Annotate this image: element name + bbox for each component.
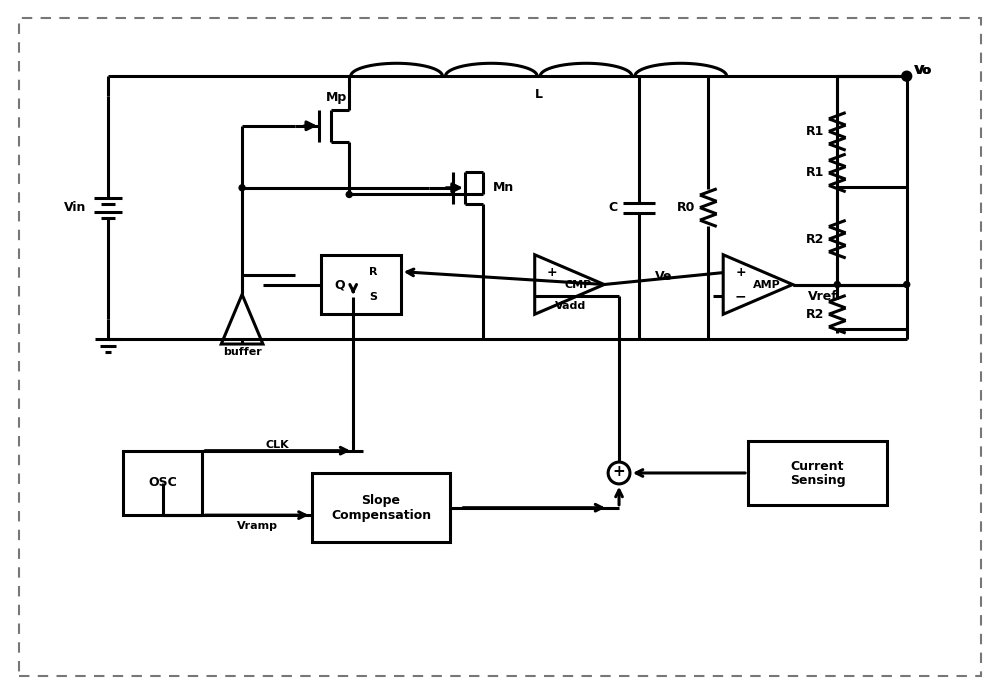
Text: −: −: [546, 289, 558, 303]
Text: +: +: [613, 464, 625, 480]
Text: R1: R1: [806, 167, 824, 180]
Text: Current: Current: [791, 459, 844, 473]
Text: R1: R1: [806, 125, 824, 138]
Bar: [123, 450, 202, 515]
Text: Sensing: Sensing: [790, 475, 845, 487]
Text: Q: Q: [334, 278, 345, 291]
Circle shape: [903, 72, 911, 80]
Text: Mn: Mn: [493, 181, 514, 194]
Circle shape: [902, 71, 912, 81]
Bar: [321, 255, 401, 314]
Text: CMP: CMP: [564, 280, 592, 289]
Circle shape: [904, 282, 910, 287]
Text: C: C: [608, 201, 617, 214]
Text: Vo: Vo: [914, 64, 931, 77]
Text: Vin: Vin: [64, 201, 86, 214]
Text: −: −: [735, 289, 746, 303]
Text: L: L: [535, 87, 543, 101]
Text: Vramp: Vramp: [236, 521, 277, 531]
Text: Mp: Mp: [326, 90, 347, 103]
Text: Vo: Vo: [915, 64, 932, 77]
Text: Slope: Slope: [361, 494, 400, 507]
Text: Vadd: Vadd: [555, 301, 586, 312]
Text: R0: R0: [677, 201, 695, 214]
Text: Ve: Ve: [655, 270, 672, 283]
Text: +: +: [547, 266, 557, 279]
Text: R2: R2: [806, 307, 824, 321]
Text: +: +: [735, 266, 746, 279]
Text: R2: R2: [806, 232, 824, 246]
Text: OSC: OSC: [148, 476, 177, 489]
Text: CLK: CLK: [266, 440, 290, 450]
Circle shape: [346, 192, 352, 198]
Circle shape: [834, 282, 840, 287]
Bar: [748, 441, 887, 505]
Text: buffer: buffer: [223, 347, 261, 357]
Text: Compensation: Compensation: [331, 509, 431, 522]
Text: R: R: [369, 266, 377, 277]
Text: AMP: AMP: [753, 280, 780, 289]
Text: Vref: Vref: [808, 290, 837, 303]
Bar: [312, 473, 450, 543]
Circle shape: [239, 185, 245, 191]
Text: S: S: [369, 292, 377, 303]
